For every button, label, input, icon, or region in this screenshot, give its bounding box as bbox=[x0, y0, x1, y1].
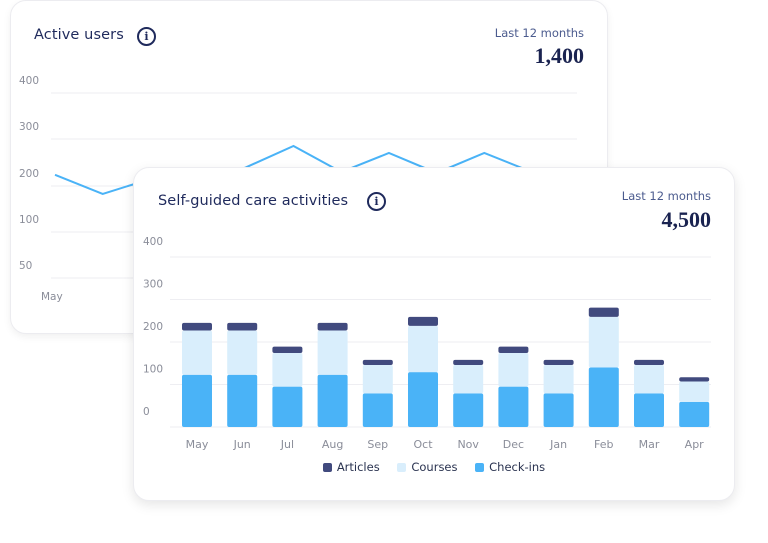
bar-articles bbox=[498, 346, 529, 354]
bar-check-ins bbox=[543, 393, 574, 427]
y-tick-label: 100 bbox=[143, 364, 163, 376]
bar-check-ins bbox=[453, 393, 484, 427]
bar-courses bbox=[543, 364, 574, 394]
y-tick-label: 400 bbox=[19, 75, 39, 87]
bar-articles bbox=[588, 307, 619, 317]
bar-courses bbox=[182, 330, 212, 375]
bar-articles bbox=[543, 359, 574, 365]
legend-label: Courses bbox=[411, 460, 458, 474]
x-tick-label: May bbox=[186, 438, 209, 451]
bar-chart: 400 300 200 100 0 May Jun Jul Aug Sep Oct Nov Dec Jan… bbox=[143, 236, 711, 451]
x-tick-label: May bbox=[41, 291, 63, 303]
bar-articles bbox=[679, 377, 710, 382]
bar-check-ins bbox=[408, 372, 438, 427]
x-tick-label: Jun bbox=[233, 438, 251, 451]
bar-check-ins bbox=[182, 374, 212, 427]
total-value: 1,400 bbox=[534, 43, 585, 68]
bar-check-ins bbox=[227, 374, 258, 427]
y-tick-label: 300 bbox=[19, 121, 39, 133]
legend-swatch bbox=[397, 463, 407, 472]
bar-courses bbox=[408, 325, 438, 373]
period-label: Last 12 months bbox=[621, 189, 711, 203]
bar-check-ins bbox=[679, 401, 710, 427]
legend-swatch bbox=[475, 463, 485, 472]
bar-articles bbox=[408, 316, 438, 326]
bar-check-ins bbox=[272, 386, 303, 427]
bar-courses bbox=[317, 330, 348, 375]
bar-courses bbox=[679, 381, 710, 402]
info-icon[interactable]: i bbox=[367, 192, 386, 211]
bar-courses bbox=[588, 316, 619, 368]
x-tick-label: Apr bbox=[685, 438, 705, 451]
card-title: Active users bbox=[34, 27, 124, 43]
bar-articles bbox=[317, 322, 348, 331]
y-tick-label: 400 bbox=[143, 236, 163, 248]
bar-courses bbox=[634, 364, 664, 394]
x-tick-label: Aug bbox=[322, 438, 343, 451]
bar-courses bbox=[272, 353, 303, 387]
y-tick-label: 200 bbox=[143, 321, 163, 333]
bar-check-ins bbox=[588, 367, 619, 427]
bar-articles bbox=[362, 359, 393, 365]
y-tick-label: 200 bbox=[19, 168, 39, 180]
bar-articles bbox=[453, 359, 484, 365]
x-tick-label: Mar bbox=[639, 438, 660, 451]
bar-check-ins bbox=[317, 374, 348, 427]
y-tick-label: 300 bbox=[143, 279, 163, 291]
total-value: 4,500 bbox=[661, 207, 712, 232]
bar-courses bbox=[498, 353, 529, 387]
x-tick-label: Nov bbox=[457, 438, 479, 451]
bar-courses bbox=[227, 330, 258, 375]
legend-label: Check-ins bbox=[489, 460, 546, 474]
y-tick-label: 100 bbox=[19, 214, 39, 226]
bar-articles bbox=[634, 359, 664, 365]
bar-check-ins bbox=[498, 386, 529, 427]
x-tick-label: Sep bbox=[367, 438, 388, 451]
bar-courses bbox=[453, 364, 484, 394]
x-tick-label: Dec bbox=[503, 438, 524, 451]
y-tick-label: 50 bbox=[19, 260, 32, 272]
x-tick-label: Feb bbox=[594, 438, 613, 451]
bar-check-ins bbox=[634, 393, 664, 427]
chart-legend: Articles Courses Check-ins bbox=[134, 460, 734, 474]
bar-articles bbox=[182, 322, 212, 331]
legend-articles[interactable]: Articles bbox=[322, 460, 380, 474]
info-icon[interactable]: i bbox=[137, 27, 156, 46]
bar-articles bbox=[227, 322, 258, 331]
period-label: Last 12 months bbox=[494, 26, 584, 40]
x-tick-label: Oct bbox=[413, 438, 433, 451]
x-tick-label: Jan bbox=[549, 438, 567, 451]
legend-label: Articles bbox=[336, 460, 380, 474]
legend-swatch bbox=[322, 463, 332, 472]
bar-courses bbox=[362, 364, 393, 394]
legend-courses[interactable]: Courses bbox=[397, 460, 458, 474]
legend-check-ins[interactable]: Check-ins bbox=[475, 460, 545, 474]
y-tick-label: 0 bbox=[143, 406, 150, 418]
x-tick-label: Jul bbox=[280, 438, 294, 451]
bar-articles bbox=[272, 346, 303, 354]
care-activities-card: Self-guided care activities i Last 12 mo… bbox=[133, 167, 735, 501]
card-title: Self-guided care activities bbox=[158, 193, 349, 209]
bar-check-ins bbox=[362, 393, 393, 427]
